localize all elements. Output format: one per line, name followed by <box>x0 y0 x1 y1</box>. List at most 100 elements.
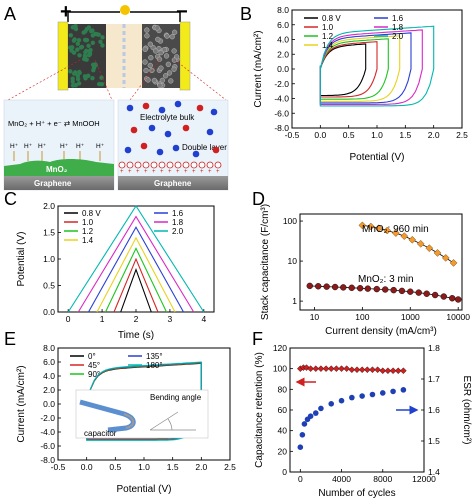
mno2-particle <box>98 39 103 45</box>
cv-curve <box>319 38 389 100</box>
retention-point <box>343 365 350 372</box>
mno2-particle <box>84 26 89 32</box>
data-point <box>423 290 430 297</box>
data-point <box>400 232 409 240</box>
x-tick-label: 4 <box>201 314 206 324</box>
double-layer-charge: + <box>192 169 196 175</box>
y-tick-label: 10 <box>288 256 298 266</box>
mno2-particle <box>82 53 88 58</box>
data-point <box>340 284 347 291</box>
legend-label: 0.8 V <box>322 14 341 23</box>
electrolyte-ion <box>174 100 182 108</box>
y-tick-label: -8.0 <box>40 455 55 465</box>
graphene-flake <box>158 49 164 56</box>
electrolyte-ion <box>196 104 204 112</box>
double-layer-charge: + <box>136 169 140 175</box>
retention-point <box>353 366 361 373</box>
cv-curve <box>319 35 401 102</box>
retention-point <box>369 366 376 373</box>
mno2-particle <box>69 45 75 50</box>
legend-label: 1.8 <box>392 23 404 32</box>
graphene-flake <box>142 59 148 65</box>
mno2-particle <box>77 53 82 58</box>
graphene-flake <box>154 25 160 31</box>
y-tick-label: 2.0 <box>277 49 289 59</box>
plot-frame <box>299 213 463 311</box>
data-point <box>390 286 397 294</box>
data-point <box>383 226 392 235</box>
electrolyte-ion <box>124 146 132 154</box>
esr-point <box>307 413 314 420</box>
proton-labels: H⁺ H⁺ H⁺ H⁺ H⁺ H⁺ <box>10 143 105 161</box>
esr-point <box>328 401 335 407</box>
y-tick-label: 80 <box>278 384 288 394</box>
graphene-flake <box>156 56 163 62</box>
y-tick-label: -2.0 <box>274 79 289 89</box>
graphene-flake <box>147 62 153 69</box>
y2-tick-label: 1.6 <box>428 405 440 415</box>
esr-point <box>359 393 365 399</box>
y-tick-label: 100 <box>273 364 287 374</box>
y-tick-label: -2.0 <box>40 413 55 423</box>
double-layer-charge: + <box>152 169 156 175</box>
x-tick-label: 1.0 <box>138 462 150 472</box>
retention-point <box>394 367 402 375</box>
double-layer-ion <box>158 161 166 169</box>
legend-label: 45° <box>88 361 100 370</box>
mno2-particle <box>78 45 84 50</box>
gcd-curve <box>96 236 176 313</box>
graphene-flake <box>145 77 151 83</box>
graphene-flake <box>144 27 150 33</box>
mno2-particle <box>86 73 91 79</box>
zoom-box-right <box>117 99 229 191</box>
graphene-flake <box>155 36 161 43</box>
retention-point <box>348 366 356 373</box>
panel-letter-d: D <box>252 189 265 209</box>
x-tick-label: 0.0 <box>81 462 93 472</box>
data-point <box>398 287 406 295</box>
cv-curve <box>319 32 412 104</box>
mno2-particle <box>76 81 82 86</box>
panel-letter-b: B <box>240 4 252 24</box>
lead-wire <box>67 11 181 22</box>
retention-point <box>333 365 340 372</box>
x-tick-label: 1.5 <box>399 130 411 140</box>
x-tick-label: 3 <box>168 314 173 324</box>
data-point <box>364 285 372 292</box>
mno2-particle <box>76 69 82 75</box>
x-axis-label: Number of cycles <box>318 488 395 499</box>
esr-point <box>299 432 306 438</box>
graphene-layer-right <box>118 176 228 190</box>
mno2-particles <box>68 23 105 88</box>
retention-point <box>307 365 314 372</box>
data-point <box>441 254 450 262</box>
retention-point <box>327 365 335 372</box>
legend-label: 2.0 <box>172 227 184 236</box>
electrolyte-label: Electrolyte bulk <box>140 113 195 122</box>
x-axis-label: Current density (mA/cm³) <box>325 326 437 337</box>
esr-point <box>318 405 324 412</box>
x-tick-label: 1.5 <box>167 462 179 472</box>
gcd-curve <box>77 215 195 313</box>
mno2-particle <box>86 43 91 49</box>
esr-point <box>338 397 345 404</box>
graphene-flake <box>171 66 177 72</box>
graphene-flake <box>162 73 169 79</box>
data-point <box>431 291 439 299</box>
double-layer-label: Double layer <box>182 143 227 152</box>
electrolyte-ion <box>158 106 166 114</box>
y-tick-label: -4.0 <box>274 94 289 104</box>
y-tick-label: 4.0 <box>43 371 55 381</box>
double-layer-charge: + <box>208 169 212 175</box>
y-tick-label: 0.0 <box>277 64 289 74</box>
y-axis-label: Stack capacitance (F/cm³) <box>260 204 271 320</box>
retention-point <box>379 367 387 375</box>
double-layer-ion <box>182 161 190 169</box>
inset-label-bending-angle: Bending angle <box>150 393 202 402</box>
y-tick-label: -6.0 <box>274 108 289 118</box>
mno2-particle <box>81 30 86 35</box>
double-layer-charge: + <box>160 169 164 175</box>
y2-tick-label: 1.5 <box>428 436 440 446</box>
retention-point <box>338 365 345 372</box>
graphene-flake <box>166 70 173 76</box>
